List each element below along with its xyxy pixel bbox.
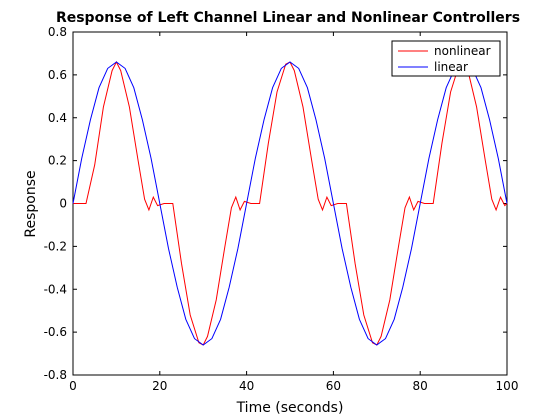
x-tick-label: 20: [152, 379, 167, 393]
x-tick-label: 100: [496, 379, 519, 393]
y-tick-label: -0.2: [44, 239, 67, 253]
x-tick-label: 0: [69, 379, 77, 393]
plot-area: 0 20 40 60 80 100 -0.8 -0.6 -0.4 -0.2 0 0.2 0.4 0.6 0.…: [44, 25, 519, 393]
axis-ticks: 0 20 40 60 80 100 -0.8 -0.6 -0.4 -0.2 0 0.2 0.4 0.6 0.…: [44, 25, 519, 393]
series-line-nonlinear: [73, 60, 508, 346]
x-tick-label: 80: [413, 379, 428, 393]
series-line-linear: [72, 61, 508, 346]
x-axis-label: Time (seconds): [236, 400, 344, 416]
y-tick-label: 0: [59, 197, 67, 211]
x-tick-label: 60: [326, 379, 341, 393]
legend-label-linear: linear: [434, 60, 468, 74]
chart-title: Response of Left Channel Linear and Nonl…: [56, 10, 520, 26]
y-axis-label: Response: [23, 170, 39, 237]
series-layer: [72, 60, 508, 346]
y-tick-label: 0.4: [48, 111, 67, 125]
y-tick-label: 0.2: [48, 154, 67, 168]
x-tick-label: 40: [239, 379, 254, 393]
y-tick-label: 0.6: [48, 68, 67, 82]
legend-label-nonlinear: nonlinear: [434, 44, 491, 58]
y-tick-label: -0.8: [44, 368, 67, 382]
plot-frame: [72, 31, 508, 376]
y-tick-label: -0.6: [44, 325, 67, 339]
y-tick-label: 0.8: [48, 25, 67, 39]
y-tick-label: -0.4: [44, 282, 67, 296]
legend-box: [391, 40, 501, 77]
legend: nonlinear linear: [391, 40, 501, 77]
